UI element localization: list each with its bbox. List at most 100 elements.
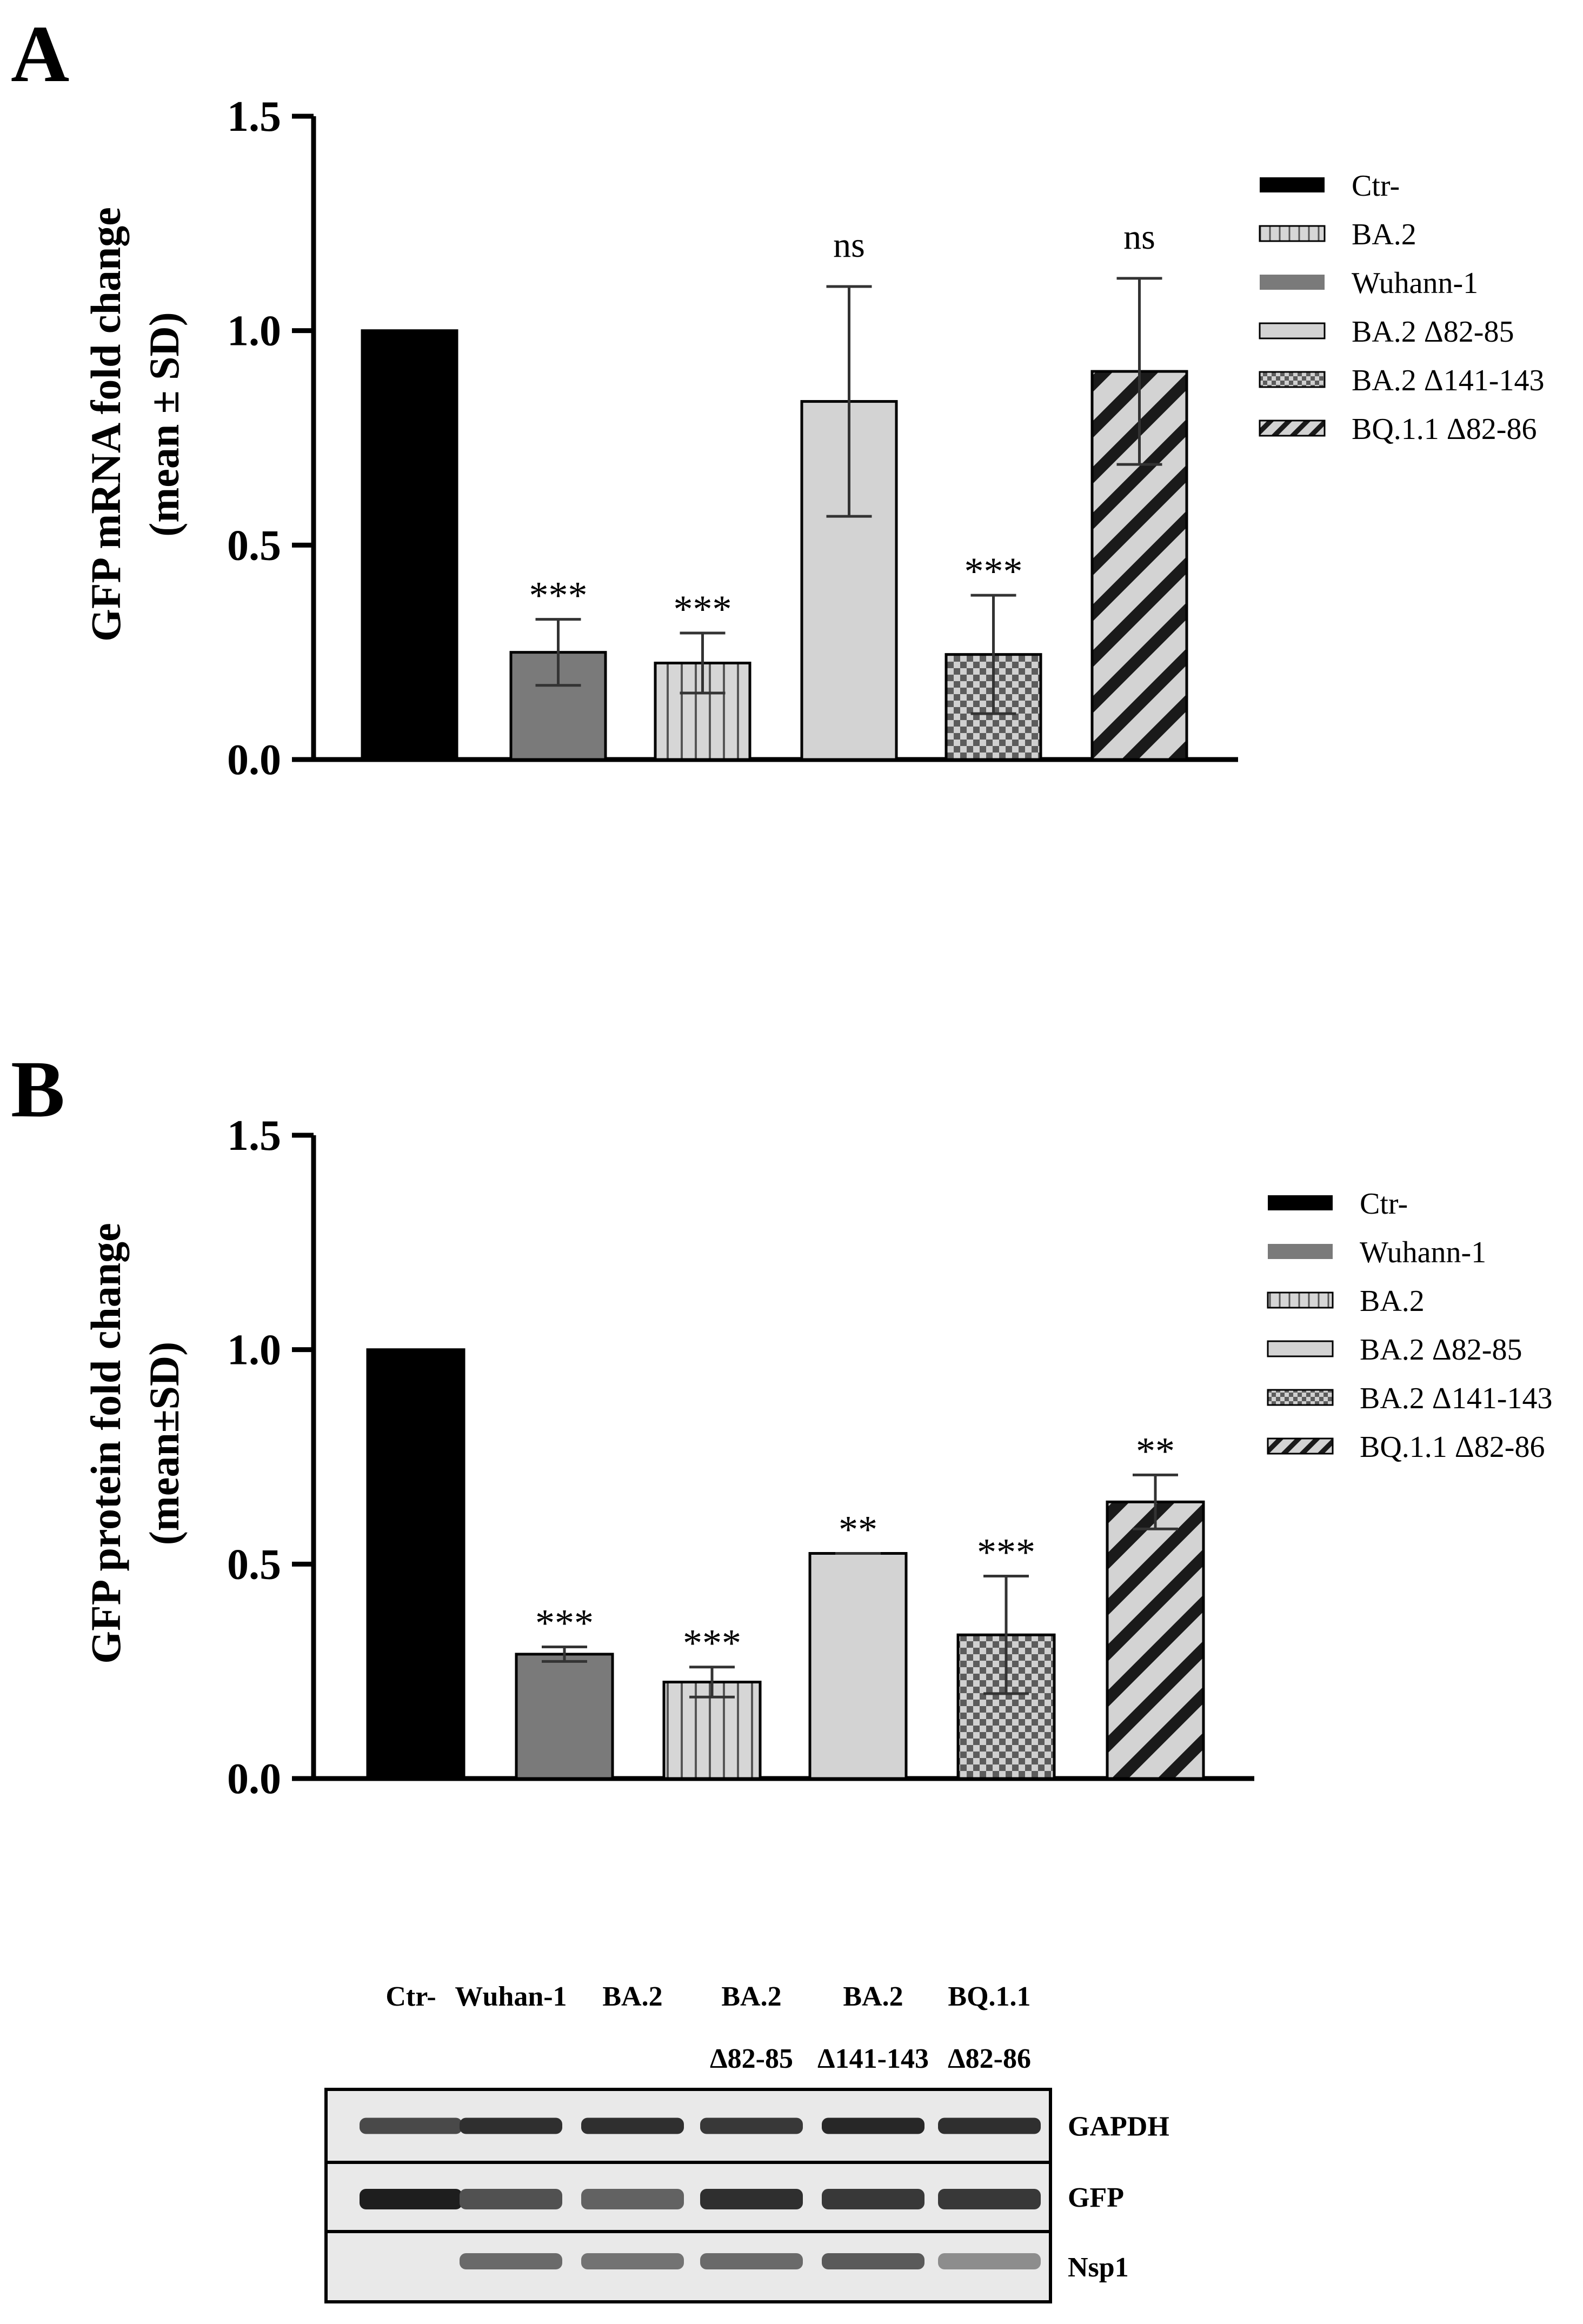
significance-label: *** (674, 588, 732, 631)
legend-label: BA.2 (1352, 218, 1416, 251)
blot-band (938, 2253, 1041, 2269)
panel-label-a: A (11, 9, 69, 99)
legend-swatch (1259, 322, 1326, 339)
significance-label: *** (965, 550, 1023, 593)
legend-a: Ctr- BA.2 Wuhann-1 BA.2 Δ82-85 BA.2 Δ141-143… (1259, 169, 1544, 446)
legend-label: Wuhann-1 (1360, 1236, 1486, 1269)
blot-band (822, 2253, 924, 2269)
legend-item: BA.2 Δ141-143 (1267, 1382, 1552, 1415)
legend-swatch (1260, 177, 1325, 192)
panel-b: B GFP protein fold change (mean±SD) 0.00… (11, 1044, 1552, 1803)
significance-label: ** (1136, 1429, 1175, 1473)
blot-row-label: Nsp1 (1068, 2252, 1129, 2283)
blot-lane-labels: Ctr- Wuhan-1 BA.2 BA.2 Δ82-85 BA.2 Δ141-143 BQ.… (385, 1981, 1031, 2074)
lane-label: Ctr- (385, 1981, 436, 2012)
lane-sublabel: Δ82-85 (710, 2043, 793, 2074)
legend-label: Ctr- (1352, 169, 1400, 203)
y-tick-label: 0.5 (227, 522, 281, 569)
axes-a: 0.0 0.5 1.0 1.5 (227, 93, 1238, 784)
legend-item: BA.2 Δ82-85 (1259, 315, 1514, 349)
legend-swatch (1268, 1195, 1333, 1210)
lane-label: BA.2 (721, 1981, 781, 2012)
legend-label: Wuhann-1 (1352, 267, 1478, 300)
legend-item: Ctr- (1268, 1187, 1408, 1221)
legend-item: Ctr- (1260, 169, 1400, 203)
legend-label: BA.2 Δ141-143 (1360, 1382, 1552, 1415)
legend-label: BQ.1.1 Δ82-86 (1360, 1430, 1545, 1464)
bar (361, 329, 458, 761)
blot-band (581, 2117, 684, 2134)
legend-label: BA.2 Δ82-85 (1352, 315, 1514, 349)
legend-item: BA.2 Δ141-143 (1259, 364, 1544, 397)
y-tick-label: 0.5 (227, 1541, 281, 1588)
legend-label: Ctr- (1360, 1187, 1408, 1221)
legend-swatch (1259, 419, 1326, 437)
significance-label: ns (833, 225, 865, 265)
legend-swatch (1268, 1244, 1333, 1259)
legend-swatch (1267, 1340, 1334, 1357)
blot-band (460, 2117, 562, 2134)
blot-row-label: GFP (1068, 2182, 1124, 2213)
bars-b: *** ********** (366, 1348, 1205, 1780)
legend-item: BA.2 Δ82-85 (1267, 1333, 1522, 1367)
y-tick-label: 0.0 (227, 1755, 281, 1803)
blot-band (700, 2253, 803, 2269)
legend-item: BQ.1.1 Δ82-86 (1259, 412, 1537, 446)
bar (808, 1552, 908, 1780)
legend-label: BA.2 Δ82-85 (1360, 1333, 1522, 1367)
legend-swatch (1267, 1291, 1334, 1309)
legend-swatch (1267, 1389, 1334, 1406)
legend-item: BQ.1.1 Δ82-86 (1267, 1430, 1545, 1464)
blot-row-label: GAPDH (1068, 2112, 1169, 2142)
blot-band (700, 2117, 803, 2134)
legend-item: Wuhann-1 (1260, 267, 1478, 300)
lane-label: Wuhan-1 (455, 1981, 567, 2012)
significance-label: *** (535, 1601, 594, 1644)
blot-strip (324, 2230, 1052, 2303)
blot-band (460, 2253, 562, 2269)
y-tick-label: 1.5 (227, 93, 281, 141)
blot-band (938, 2189, 1041, 2209)
y-tick-label: 1.5 (227, 1112, 281, 1160)
legend-swatch (1259, 371, 1326, 388)
western-blot: Ctr- Wuhan-1 BA.2 BA.2 Δ82-85 BA.2 Δ141-143 BQ.… (324, 1981, 1169, 2303)
blot-band (581, 2253, 684, 2269)
axes-b: 0.0 0.5 1.0 1.5 (227, 1112, 1254, 1803)
lane-sublabel: Δ141-143 (817, 2043, 929, 2074)
lane-label: BA.2 (843, 1981, 903, 2012)
legend-b: Ctr- Wuhann-1 BA.2 BA.2 Δ82-85 BA.2 Δ141-143… (1267, 1187, 1552, 1464)
blot-band (822, 2189, 924, 2209)
y-tick-label: 1.0 (227, 308, 281, 355)
legend-swatch (1259, 225, 1326, 242)
panel-label-b: B (11, 1044, 65, 1134)
blot-band (360, 2117, 462, 2134)
y-tick-label: 1.0 (227, 1327, 281, 1374)
blot-band (822, 2117, 924, 2134)
legend-label: BA.2 (1360, 1284, 1425, 1318)
panel-a: A GFP mRNA fold change (mean ± SD) 0.00.… (11, 9, 1544, 784)
blot-band (581, 2189, 684, 2209)
legend-item: Wuhann-1 (1268, 1236, 1486, 1269)
legend-label: BQ.1.1 Δ82-86 (1352, 412, 1537, 446)
y-axis-label-b: GFP protein fold change (82, 1223, 129, 1663)
bar (366, 1348, 465, 1780)
lane-sublabel: Δ82-86 (948, 2043, 1031, 2074)
y-axis-sublabel-b: (mean±SD) (141, 1342, 188, 1545)
significance-label: *** (683, 1622, 741, 1665)
legend-swatch (1267, 1437, 1334, 1455)
bars-a: *** *** ns *** ns (361, 217, 1188, 761)
blot-rows: GAPDH GFP Nsp1 (324, 2088, 1169, 2303)
blot-band (360, 2189, 462, 2209)
bar (515, 1653, 614, 1780)
y-tick-label: 0.0 (227, 736, 281, 784)
blot-band (460, 2189, 562, 2209)
legend-item: BA.2 (1267, 1284, 1425, 1318)
lane-label: BQ.1.1 (948, 1981, 1030, 2012)
bar (1106, 1500, 1205, 1780)
legend-item: BA.2 (1259, 218, 1416, 251)
blot-band (938, 2117, 1041, 2134)
legend-label: BA.2 Δ141-143 (1352, 364, 1544, 397)
lane-label: BA.2 (602, 1981, 662, 2012)
legend-swatch (1260, 275, 1325, 290)
